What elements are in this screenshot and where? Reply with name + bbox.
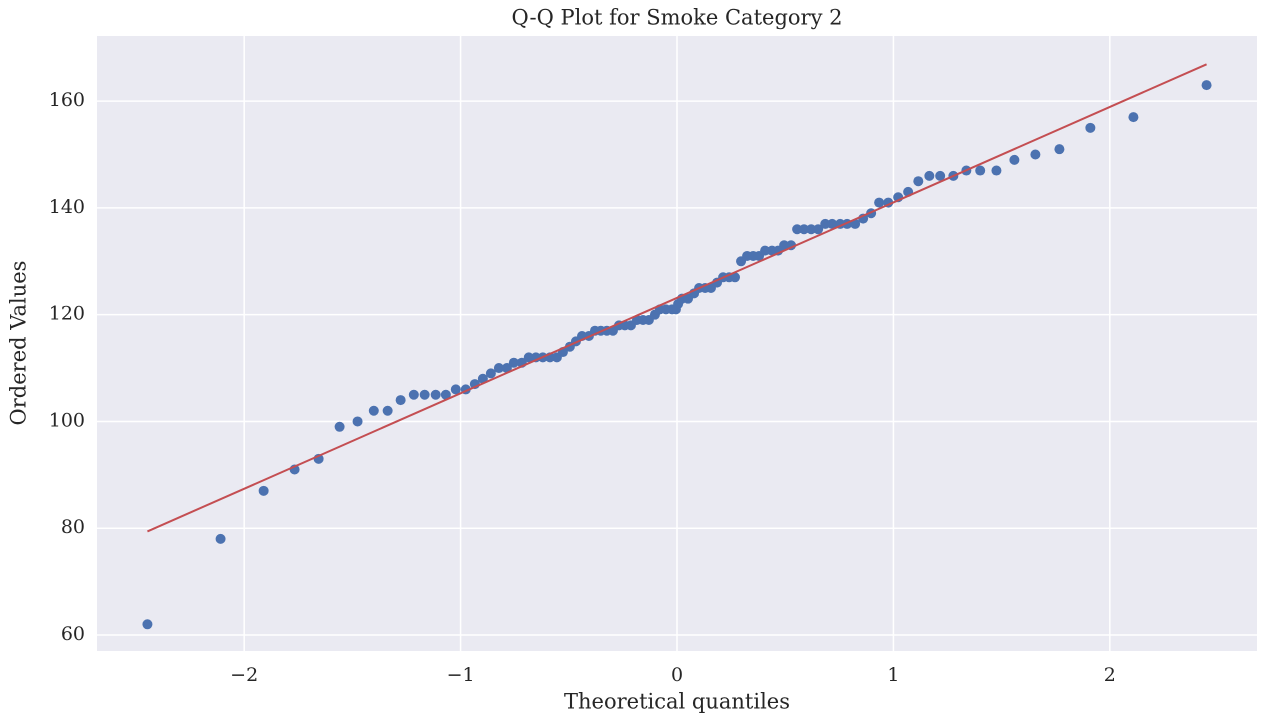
data-point bbox=[477, 373, 488, 384]
data-point bbox=[1085, 122, 1096, 133]
x-axis-label: Theoretical quantiles bbox=[564, 690, 790, 714]
data-point bbox=[730, 272, 740, 283]
data-point bbox=[813, 224, 824, 235]
data-point bbox=[493, 363, 504, 374]
x-tick-label: −1 bbox=[447, 664, 475, 686]
y-tick-label: 80 bbox=[61, 516, 85, 538]
data-point bbox=[1201, 80, 1212, 91]
data-point bbox=[806, 224, 817, 235]
data-point bbox=[508, 357, 519, 368]
data-point bbox=[523, 352, 534, 363]
y-tick-label: 160 bbox=[49, 89, 85, 111]
x-tick-label: 0 bbox=[671, 664, 683, 686]
data-point bbox=[913, 176, 924, 187]
data-point bbox=[258, 485, 269, 496]
data-point bbox=[799, 224, 810, 235]
data-point bbox=[485, 368, 496, 379]
y-axis-label: Ordered Values bbox=[7, 261, 31, 426]
data-point bbox=[430, 389, 441, 400]
data-point bbox=[935, 170, 946, 181]
data-point bbox=[450, 384, 461, 395]
y-tick-label: 60 bbox=[61, 623, 85, 645]
data-point bbox=[924, 170, 935, 181]
data-point bbox=[820, 218, 831, 229]
x-tick-label: −2 bbox=[230, 664, 258, 686]
x-tick-label: 2 bbox=[1104, 664, 1116, 686]
data-point bbox=[142, 619, 153, 630]
chart-title: Q-Q Plot for Smoke Category 2 bbox=[512, 6, 843, 30]
y-tick-label: 120 bbox=[49, 303, 85, 325]
data-point bbox=[1128, 112, 1139, 123]
data-point bbox=[408, 389, 419, 400]
x-tick-label: 1 bbox=[887, 664, 899, 686]
data-point bbox=[334, 421, 345, 432]
y-tick-label: 100 bbox=[49, 409, 85, 431]
data-point bbox=[827, 218, 838, 229]
data-point bbox=[1009, 154, 1020, 165]
y-tick-label: 140 bbox=[49, 196, 85, 218]
data-point bbox=[440, 389, 451, 400]
data-point bbox=[1030, 149, 1041, 160]
data-point bbox=[395, 395, 406, 406]
data-point bbox=[382, 405, 393, 416]
data-point bbox=[779, 240, 790, 251]
fit-line bbox=[147, 63, 1207, 533]
data-point bbox=[760, 245, 771, 256]
data-point bbox=[501, 363, 512, 374]
data-point bbox=[419, 389, 430, 400]
data-point bbox=[975, 165, 986, 176]
data-point bbox=[352, 416, 363, 427]
data-point bbox=[991, 165, 1002, 176]
data-point bbox=[215, 533, 226, 544]
data-point bbox=[368, 405, 379, 416]
data-point bbox=[792, 224, 803, 235]
data-point bbox=[874, 197, 885, 208]
data-point bbox=[1054, 144, 1065, 155]
